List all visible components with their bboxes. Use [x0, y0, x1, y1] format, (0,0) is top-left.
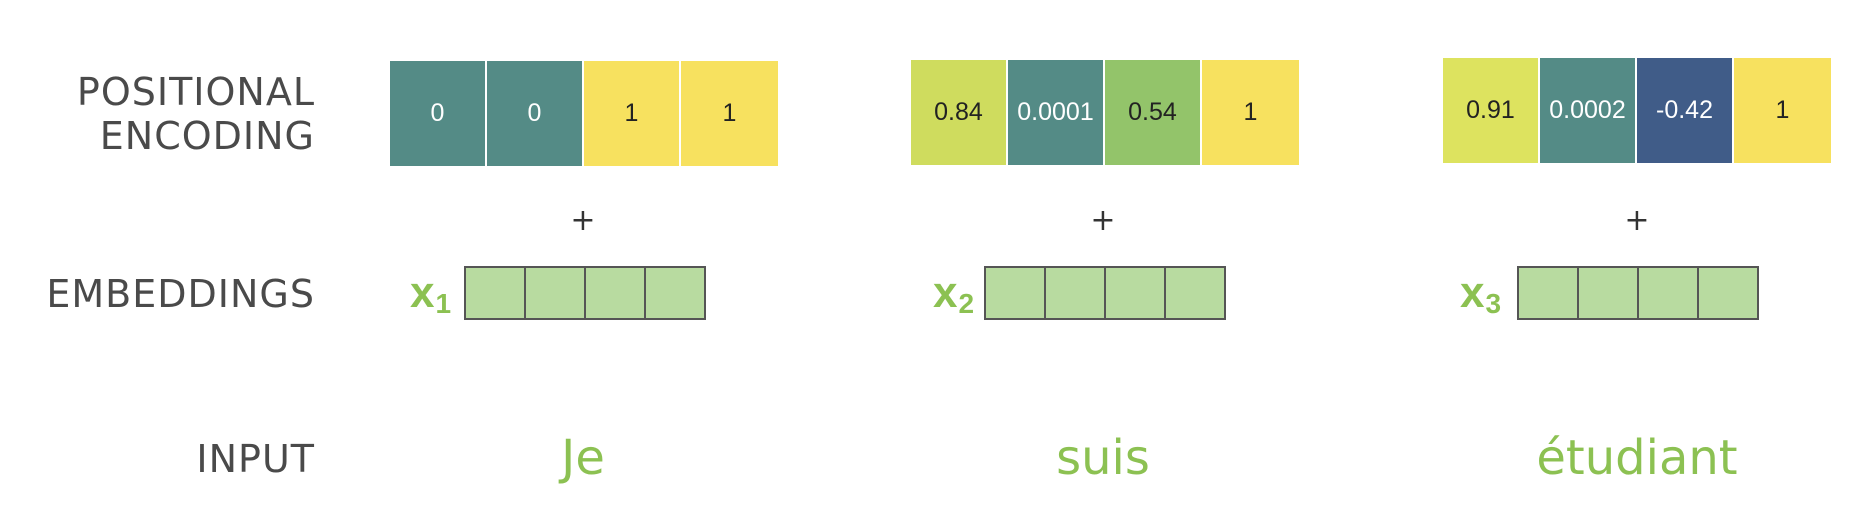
- x-symbol: x: [1460, 268, 1485, 317]
- embedding-vector-3: [1517, 266, 1759, 320]
- x-subscript: 2: [958, 288, 975, 319]
- embedding-cell: [1106, 268, 1166, 318]
- x-subscript: 3: [1485, 288, 1502, 319]
- embedding-symbol-1: x1: [410, 268, 451, 323]
- plus-sign: +: [1624, 203, 1650, 238]
- input-word-3: étudiant: [1536, 430, 1738, 486]
- embedding-vector-1: [464, 266, 706, 320]
- embedding-cell: [1046, 268, 1106, 318]
- plus-sign: +: [570, 203, 596, 238]
- input-word-2: suis: [1056, 430, 1150, 486]
- pe-cell: 1: [681, 61, 778, 166]
- input-word-1: Je: [561, 430, 605, 486]
- embedding-symbol-2: x2: [933, 268, 974, 323]
- positional-encoding-vector-2: 0.84 0.0001 0.54 1: [911, 60, 1299, 165]
- embedding-cell: [1519, 268, 1579, 318]
- pe-cell: -0.42: [1637, 58, 1734, 163]
- pe-cell: 0.0002: [1540, 58, 1637, 163]
- embedding-cell: [586, 268, 646, 318]
- input-label: INPUT: [196, 437, 315, 481]
- embedding-vector-2: [984, 266, 1226, 320]
- embedding-cell: [1639, 268, 1699, 318]
- pe-cell: 0.54: [1105, 60, 1202, 165]
- pe-cell: 1: [1734, 58, 1831, 163]
- positional-encoding-vector-1: 0 0 1 1: [390, 61, 778, 166]
- pe-cell: 0.0001: [1008, 60, 1105, 165]
- embedding-cell: [526, 268, 586, 318]
- pe-cell: 0.91: [1443, 58, 1540, 163]
- positional-encoding-label: POSITIONAL ENCODING: [76, 70, 315, 158]
- embeddings-label: EMBEDDINGS: [46, 272, 315, 316]
- positional-encoding-vector-3: 0.91 0.0002 -0.42 1: [1443, 58, 1831, 163]
- pe-cell: 1: [1202, 60, 1299, 165]
- embedding-cell: [1166, 268, 1224, 318]
- plus-sign: +: [1090, 203, 1116, 238]
- pe-cell: 0: [487, 61, 584, 166]
- embedding-cell: [986, 268, 1046, 318]
- embedding-cell: [1579, 268, 1639, 318]
- x-symbol: x: [410, 268, 435, 317]
- embedding-cell: [1699, 268, 1757, 318]
- x-subscript: 1: [435, 288, 452, 319]
- embedding-cell: [466, 268, 526, 318]
- pe-cell: 0.84: [911, 60, 1008, 165]
- embedding-symbol-3: x3: [1460, 268, 1501, 323]
- x-symbol: x: [933, 268, 958, 317]
- embedding-cell: [646, 268, 704, 318]
- pe-cell: 1: [584, 61, 681, 166]
- pe-cell: 0: [390, 61, 487, 166]
